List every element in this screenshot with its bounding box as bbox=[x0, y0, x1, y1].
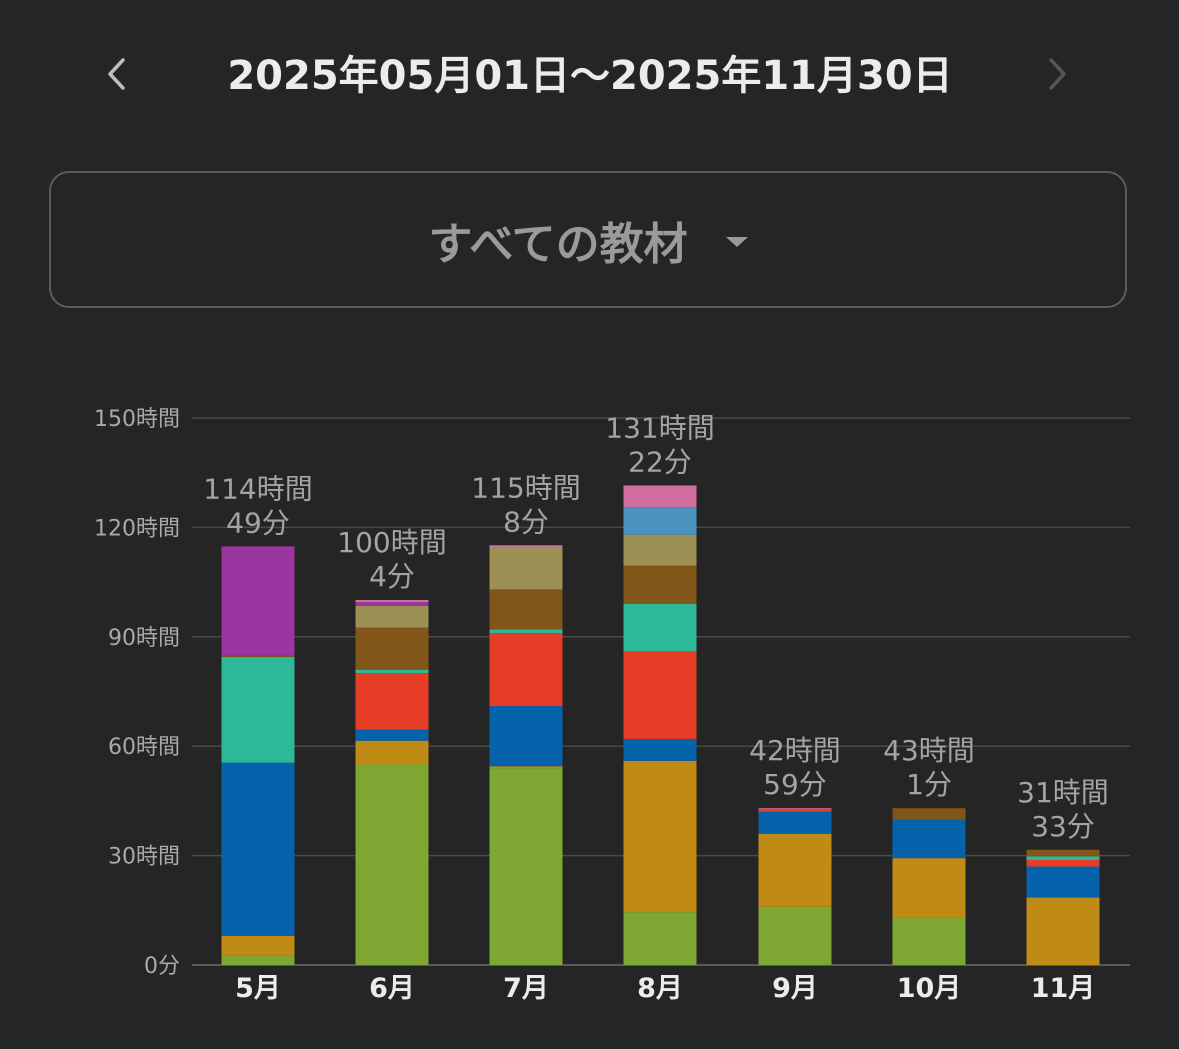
month-label: 6月 bbox=[369, 973, 415, 1004]
bar-segment[interactable] bbox=[489, 545, 563, 548]
bar-segment[interactable] bbox=[1026, 859, 1100, 867]
previous-period-button[interactable] bbox=[86, 42, 146, 106]
bar-segment[interactable] bbox=[355, 602, 429, 606]
bar-total-line: 33分 bbox=[1031, 810, 1095, 843]
bar-total-label: 42時間 59分 bbox=[749, 734, 841, 801]
bar-segment[interactable] bbox=[623, 485, 697, 508]
month-label: 11月 bbox=[1031, 973, 1096, 1004]
bar-segment[interactable] bbox=[758, 906, 832, 965]
bar-segment[interactable] bbox=[489, 629, 563, 634]
y-tick-label: 60時間 bbox=[108, 735, 180, 760]
bar-segment[interactable] bbox=[758, 808, 832, 810]
bar-total-label: 31時間 33分 bbox=[1017, 776, 1109, 843]
bar-segment[interactable] bbox=[221, 935, 295, 956]
y-tick-label: 0分 bbox=[144, 954, 180, 979]
study-time-chart: 0分 30時間 60時間 90時間 120時間 150時間 114時間 49分 100時間 4分… bbox=[94, 407, 1130, 1004]
bar-total-label: 114時間 49分 bbox=[203, 472, 312, 539]
bar-total-line: 43時間 bbox=[883, 734, 975, 767]
bar-segment[interactable] bbox=[355, 627, 429, 670]
chevron-right-icon bbox=[1049, 58, 1066, 90]
month-label: 8月 bbox=[637, 973, 683, 1004]
bar-total-line: 59分 bbox=[763, 768, 827, 801]
bar-segment[interactable] bbox=[355, 740, 429, 765]
bar-total-label: 100時間 4分 bbox=[337, 526, 446, 593]
bar-segment[interactable] bbox=[623, 912, 697, 965]
bar-total-line: 100時間 bbox=[337, 526, 446, 559]
bar-total-label: 131時間 22分 bbox=[605, 411, 714, 478]
bar-segment[interactable] bbox=[623, 651, 697, 739]
bar-segment[interactable] bbox=[1026, 856, 1100, 860]
bar-total-line: 114時間 bbox=[203, 472, 312, 505]
bar-total-line: 1分 bbox=[906, 768, 952, 801]
bar-total-line: 115時間 bbox=[471, 471, 580, 504]
bar-segment[interactable] bbox=[623, 507, 697, 535]
bar-total-labels: 114時間 49分 100時間 4分 115時間 8分 131時間 22分 42時間 59分 43時… bbox=[203, 411, 1109, 842]
bar-total-line: 42時間 bbox=[749, 734, 841, 767]
stacked-bars bbox=[221, 485, 1100, 965]
caret-down-icon bbox=[725, 236, 748, 247]
bar-total-line: 22分 bbox=[628, 445, 692, 478]
material-selector-dropdown[interactable]: すべての教材 bbox=[49, 171, 1127, 308]
x-axis-month-labels: 5月 6月 7月 8月 9月 10月 11月 bbox=[235, 973, 1095, 1004]
period-header: 2025年05月01日～2025年11月30日 bbox=[0, 0, 1179, 150]
bar-segment[interactable] bbox=[1026, 849, 1100, 857]
bar-segment[interactable] bbox=[489, 768, 563, 965]
bar-segment[interactable] bbox=[892, 819, 966, 859]
bar-segment[interactable] bbox=[355, 729, 429, 741]
bar-segment[interactable] bbox=[892, 917, 966, 965]
y-axis-ticks: 0分 30時間 60時間 90時間 120時間 150時間 bbox=[94, 407, 180, 979]
bar-segment[interactable] bbox=[1026, 897, 1100, 965]
y-tick-label: 120時間 bbox=[94, 516, 180, 541]
bar-segment[interactable] bbox=[221, 762, 295, 936]
bar-segment[interactable] bbox=[623, 534, 697, 566]
month-label: 7月 bbox=[503, 973, 549, 1004]
month-label: 9月 bbox=[772, 973, 818, 1004]
bar-segment[interactable] bbox=[489, 589, 563, 630]
bar-total-line: 31時間 bbox=[1017, 776, 1109, 809]
month-label: 5月 bbox=[235, 973, 281, 1004]
bar-segment[interactable] bbox=[489, 706, 563, 767]
bar-segment[interactable] bbox=[355, 764, 429, 965]
chevron-left-icon bbox=[108, 58, 125, 90]
bar-segment[interactable] bbox=[221, 655, 295, 657]
bar-total-line: 131時間 bbox=[605, 411, 714, 444]
bar-segment[interactable] bbox=[355, 605, 429, 628]
bar-total-label: 115時間 8分 bbox=[471, 471, 580, 538]
bar-total-line: 49分 bbox=[226, 506, 290, 539]
bar-segment[interactable] bbox=[221, 656, 295, 763]
bar-segment[interactable] bbox=[355, 673, 429, 730]
bar-segment[interactable] bbox=[355, 669, 429, 674]
bar-total-label: 43時間 1分 bbox=[883, 734, 975, 801]
bar-segment[interactable] bbox=[489, 633, 563, 707]
bar-segment[interactable] bbox=[623, 603, 697, 652]
bar-segment[interactable] bbox=[892, 858, 966, 918]
bar-segment[interactable] bbox=[489, 547, 563, 590]
bar-segment[interactable] bbox=[489, 766, 563, 769]
bar-segment[interactable] bbox=[758, 833, 832, 907]
date-range-title: 2025年05月01日～2025年11月30日 bbox=[227, 53, 953, 99]
bar-segment[interactable] bbox=[355, 599, 429, 603]
bar-segment[interactable] bbox=[1026, 866, 1100, 898]
y-tick-label: 30時間 bbox=[108, 845, 180, 870]
bar-segment[interactable] bbox=[623, 565, 697, 604]
month-label: 10月 bbox=[897, 973, 962, 1004]
bar-segment[interactable] bbox=[221, 546, 295, 656]
bar-segment[interactable] bbox=[221, 955, 295, 965]
bar-segment[interactable] bbox=[892, 808, 966, 820]
next-period-button[interactable] bbox=[1028, 42, 1088, 106]
bar-total-line: 4分 bbox=[369, 560, 415, 593]
bar-total-line: 8分 bbox=[503, 505, 549, 538]
y-tick-label: 150時間 bbox=[94, 407, 180, 432]
bar-segment[interactable] bbox=[758, 811, 832, 834]
y-tick-label: 90時間 bbox=[108, 626, 180, 651]
bar-segment[interactable] bbox=[623, 738, 697, 761]
material-selector-label: すべての教材 bbox=[428, 218, 688, 270]
bar-segment[interactable] bbox=[623, 760, 697, 913]
bar-segment[interactable] bbox=[758, 809, 832, 812]
